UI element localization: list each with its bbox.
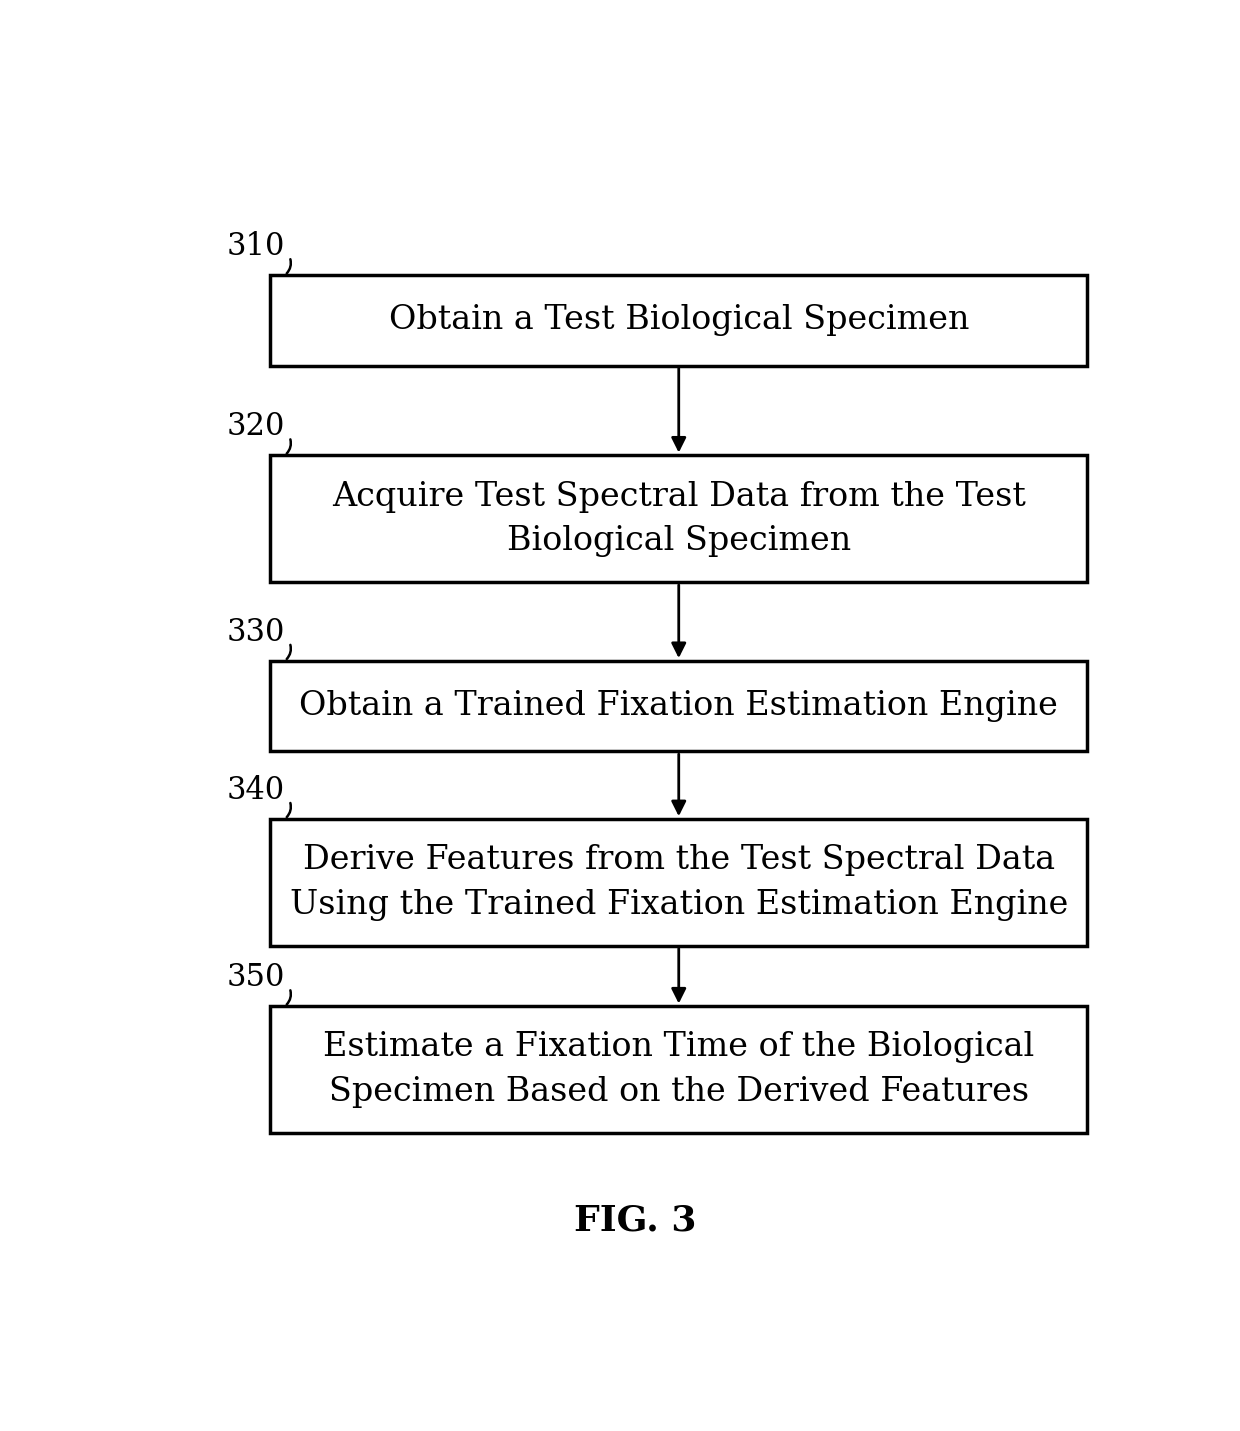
Text: 340: 340 xyxy=(227,774,285,806)
Bar xyxy=(270,661,1087,751)
Bar xyxy=(270,1006,1087,1133)
Text: 350: 350 xyxy=(227,962,285,993)
Text: Acquire Test Spectral Data from the Test
Biological Specimen: Acquire Test Spectral Data from the Test… xyxy=(332,481,1025,557)
Text: FIG. 3: FIG. 3 xyxy=(574,1203,697,1238)
Text: 310: 310 xyxy=(227,230,285,262)
Text: 330: 330 xyxy=(227,617,285,648)
Bar xyxy=(270,275,1087,366)
Text: 320: 320 xyxy=(227,411,285,442)
Text: Derive Features from the Test Spectral Data
Using the Trained Fixation Estimatio: Derive Features from the Test Spectral D… xyxy=(290,844,1068,920)
Text: Estimate a Fixation Time of the Biological
Specimen Based on the Derived Feature: Estimate a Fixation Time of the Biologic… xyxy=(324,1032,1034,1108)
Text: Obtain a Test Biological Specimen: Obtain a Test Biological Specimen xyxy=(388,305,968,336)
Text: Obtain a Trained Fixation Estimation Engine: Obtain a Trained Fixation Estimation Eng… xyxy=(299,690,1058,723)
Bar xyxy=(270,455,1087,582)
Bar xyxy=(270,819,1087,946)
